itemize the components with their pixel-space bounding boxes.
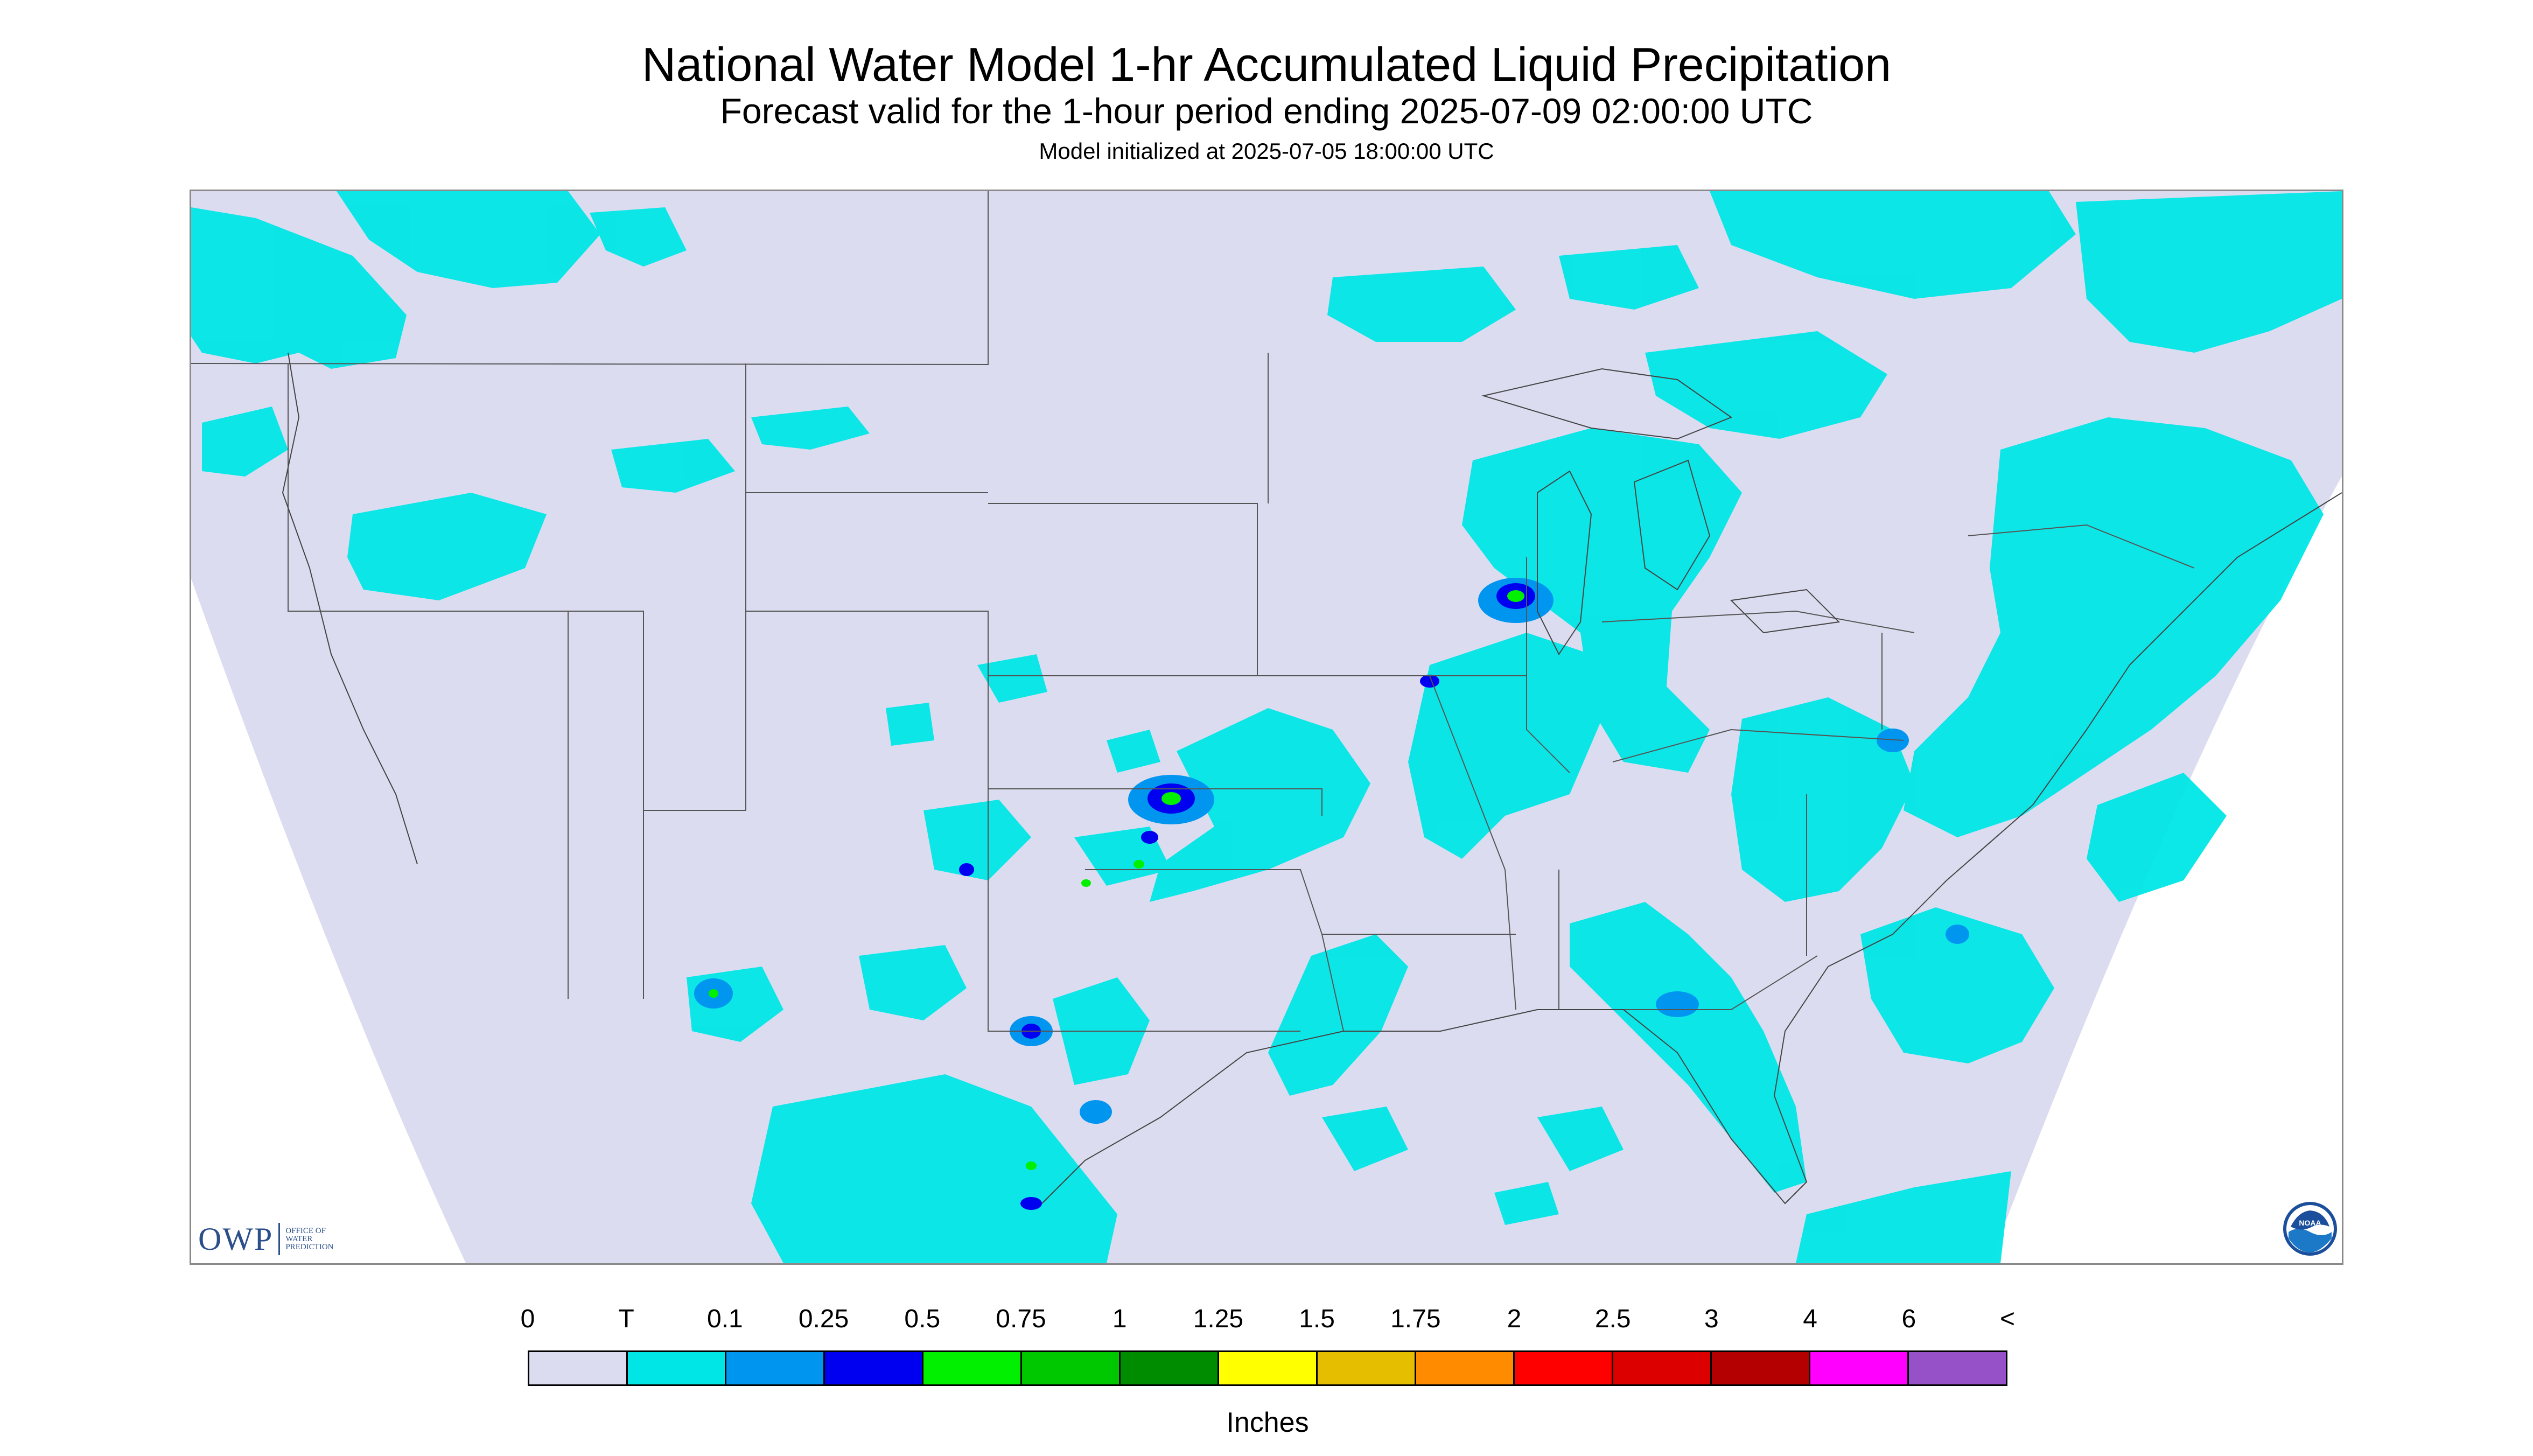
legend-labels: 0 T 0.1 0.25 0.5 0.75 1 1.25 1.5 1.75 2 2.5 3 4 6 <	[521, 1299, 2015, 1336]
noaa-logo-text: NOAA	[2299, 1219, 2321, 1227]
legend-swatch	[529, 1352, 628, 1384]
precipitation-map[interactable]	[190, 190, 2343, 1265]
owp-logo-subtext: OFFICE OF WATER PREDICTION	[285, 1227, 333, 1251]
legend-units: Inches	[1226, 1407, 1309, 1438]
map-canvas	[191, 191, 2342, 1263]
owp-sub-line-3: PREDICTION	[285, 1242, 334, 1251]
noaa-logo-icon: NOAA	[2282, 1201, 2338, 1257]
coastline	[282, 352, 2342, 1205]
legend-label: 0.1	[707, 1305, 743, 1333]
legend-swatch	[1022, 1352, 1121, 1384]
legend-label: 0.5	[904, 1305, 941, 1333]
legend-swatch	[1515, 1352, 1613, 1384]
legend-swatch	[825, 1352, 923, 1384]
chart-title: National Water Model 1-hr Accumulated Li…	[641, 38, 1892, 91]
legend-swatch	[1219, 1352, 1318, 1384]
legend-label: <	[1999, 1305, 2016, 1333]
legend-label: 1.25	[1193, 1305, 1244, 1333]
forecast-valid-time: Forecast valid for the 1-hour period end…	[720, 91, 1813, 131]
legend-label: T	[618, 1305, 634, 1333]
owp-sub-line-2: WATER	[285, 1234, 313, 1243]
legend-swatch	[1613, 1352, 1712, 1384]
legend-label: 0.25	[798, 1305, 849, 1333]
legend-label: 4	[1803, 1305, 1817, 1333]
legend-swatch	[1416, 1352, 1515, 1384]
legend-swatch	[923, 1352, 1022, 1384]
heavy-precip-areas	[709, 590, 1524, 1170]
legend-label: 3	[1704, 1305, 1719, 1333]
state-boundaries	[191, 191, 2195, 1032]
legend-label: 2.5	[1594, 1305, 1631, 1333]
outside-domain-left	[191, 579, 466, 1263]
legend-swatch	[1712, 1352, 1810, 1384]
legend-label: 0.75	[996, 1305, 1046, 1333]
trace-precip-areas	[191, 191, 2342, 1263]
legend-swatch	[628, 1352, 726, 1384]
legend-label: 0	[520, 1305, 535, 1333]
legend-swatch	[1810, 1352, 1909, 1384]
owp-logo-divider	[278, 1223, 281, 1255]
legend-swatch	[726, 1352, 825, 1384]
owp-logo-text: OWP	[198, 1221, 274, 1257]
legend-label: 1.5	[1299, 1305, 1335, 1333]
owp-sub-line-1: OFFICE OF	[285, 1226, 326, 1235]
legend-label: 1.75	[1390, 1305, 1441, 1333]
legend-color-bar	[528, 1350, 2007, 1386]
legend-label: 2	[1507, 1305, 1522, 1333]
owp-logo: OWP OFFICE OF WATER PREDICTION	[198, 1220, 334, 1258]
legend-swatch	[1318, 1352, 1416, 1384]
legend-label: 1	[1112, 1305, 1127, 1333]
legend-swatch	[1909, 1352, 2006, 1384]
legend-swatch	[1121, 1352, 1219, 1384]
model-init-time: Model initialized at 2025-07-05 18:00:00…	[1039, 138, 1494, 164]
precipitation-legend: 0 T 0.1 0.25 0.5 0.75 1 1.25 1.5 1.75 2 2.5 3 4 6 < Inc…	[521, 1299, 2015, 1450]
legend-label: 6	[1901, 1305, 1916, 1333]
